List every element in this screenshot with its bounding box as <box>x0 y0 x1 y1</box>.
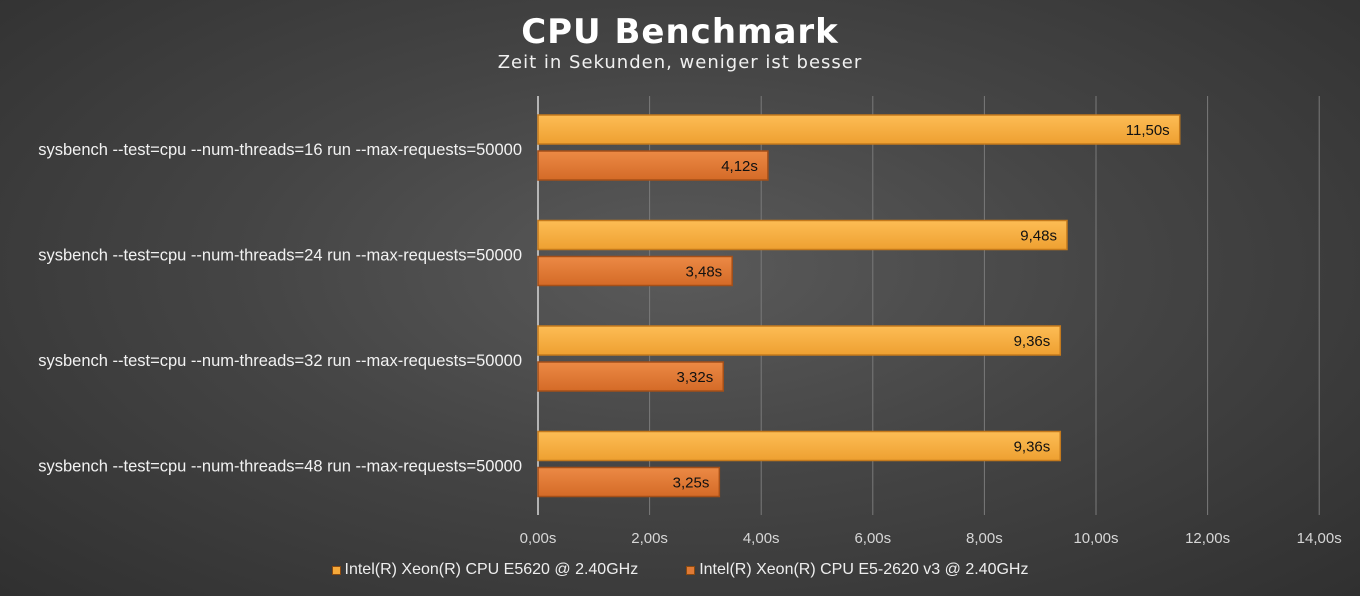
legend-item: Intel(R) Xeon(R) CPU E5-2620 v3 @ 2.40GH… <box>686 561 1028 579</box>
data-label: 3,25s <box>673 475 710 492</box>
chart-title: CPU Benchmark <box>521 12 839 52</box>
category-label: sysbench --test=cpu --num-threads=16 run… <box>38 141 522 159</box>
data-label: 3,48s <box>685 264 722 281</box>
data-label: 9,36s <box>1014 439 1051 456</box>
category-label: sysbench --test=cpu --num-threads=48 run… <box>38 458 522 476</box>
category-label: sysbench --test=cpu --num-threads=24 run… <box>38 247 522 265</box>
bar <box>537 114 1181 145</box>
x-tick-label: 14,00s <box>1297 530 1342 547</box>
data-label: 4,12s <box>721 158 758 175</box>
legend: Intel(R) Xeon(R) CPU E5620 @ 2.40GHz Inte… <box>0 561 1360 579</box>
legend-item: Intel(R) Xeon(R) CPU E5620 @ 2.40GHz <box>331 561 639 579</box>
x-tick-label: 12,00s <box>1185 530 1230 547</box>
legend-swatch <box>686 565 696 575</box>
x-tick-label: 0,00s <box>520 530 557 547</box>
bar <box>537 466 721 498</box>
bar <box>537 150 769 181</box>
legend-label: Intel(R) Xeon(R) CPU E5-2620 v3 @ 2.40GH… <box>699 561 1029 578</box>
bar <box>537 325 1062 356</box>
category-label: sysbench --test=cpu --num-threads=32 run… <box>38 352 522 370</box>
bar <box>537 361 725 392</box>
chart-subtitle: Zeit in Sekunden, weniger ist besser <box>497 52 863 73</box>
bar <box>537 219 1068 251</box>
data-label: 9,48s <box>1020 228 1057 245</box>
legend-label: Intel(R) Xeon(R) CPU E5620 @ 2.40GHz <box>344 561 639 578</box>
bar <box>537 255 733 287</box>
x-tick-label: 8,00s <box>966 530 1003 547</box>
data-label: 9,36s <box>1014 333 1051 350</box>
x-tick-label: 2,00s <box>631 530 668 547</box>
bar <box>537 430 1062 462</box>
legend-swatch <box>331 565 341 575</box>
x-tick-label: 10,00s <box>1073 530 1118 547</box>
data-label: 3,32s <box>677 369 714 386</box>
bars <box>537 114 1181 498</box>
data-label: 11,50s <box>1126 122 1170 139</box>
x-tick-label: 6,00s <box>854 530 891 547</box>
labels: 0,00s 2,00s 4,00s 6,00s 8,00s 10,00s 12,00s 14,… <box>38 122 1342 547</box>
x-tick-label: 4,00s <box>743 530 780 547</box>
